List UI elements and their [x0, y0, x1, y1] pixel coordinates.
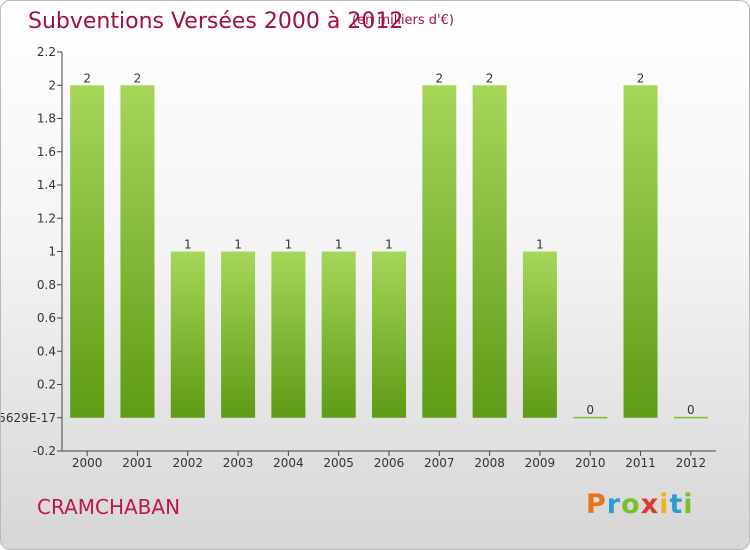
x-tick-label: 2011 — [625, 456, 656, 470]
bar — [221, 251, 256, 418]
bar-data-label: 1 — [335, 238, 343, 252]
y-tick-label: 0.6 — [37, 311, 56, 325]
y-tick-label: 1.8 — [37, 112, 56, 126]
bar-data-label: 1 — [385, 238, 393, 252]
bar-data-label: 1 — [285, 238, 293, 252]
y-tick-label: 1.4 — [37, 178, 56, 192]
bar — [472, 85, 507, 418]
bar — [673, 416, 708, 419]
logo-letter: r — [606, 489, 622, 520]
logo-letter: i — [683, 489, 694, 520]
bar — [170, 251, 205, 418]
logo-letter: o — [621, 489, 641, 520]
bar-data-label: 2 — [637, 71, 645, 85]
x-tick-label: 2001 — [122, 456, 153, 470]
y-tick-label: 2 — [48, 78, 56, 92]
logo-letter: i — [659, 489, 670, 520]
x-tick-label: 2005 — [323, 456, 354, 470]
bar — [522, 251, 557, 418]
bar-data-label: 2 — [435, 71, 443, 85]
bar — [271, 251, 306, 418]
bar — [422, 85, 457, 418]
y-tick-label: 1.2 — [37, 211, 56, 225]
x-tick-label: 2003 — [223, 456, 254, 470]
y-tick-label: 0.2 — [37, 378, 56, 392]
bar — [321, 251, 356, 418]
logo-letter: t — [669, 489, 684, 520]
x-tick-label: 2012 — [676, 456, 707, 470]
bar — [623, 85, 658, 418]
bar-data-label: 2 — [134, 71, 142, 85]
bar — [120, 85, 155, 418]
y-tick-label: 1.6 — [37, 145, 56, 159]
y-tick-label: -0.2 — [33, 444, 56, 458]
x-tick-label: 2006 — [374, 456, 405, 470]
y-tick-label: 0.4 — [37, 344, 56, 358]
bars: 2 2 1 1 1 1 1 2 2 1 0 2 0 — [70, 71, 708, 419]
bar — [70, 85, 105, 418]
bar-data-label: 2 — [486, 71, 494, 85]
chart-title: Subventions Versées 2000 à 2012 — [28, 9, 404, 34]
bar-data-label: 0 — [586, 403, 594, 417]
bar-data-label: 1 — [234, 238, 242, 252]
logo-letter: x — [640, 489, 660, 520]
y-tick-label: -15629E-17 — [1, 411, 56, 425]
bar — [372, 251, 406, 418]
x-tick-label: 2004 — [273, 456, 304, 470]
y-tick-label: 0.8 — [37, 278, 56, 292]
y-tick-label: 1 — [48, 245, 56, 259]
bar-data-label: 1 — [184, 238, 192, 252]
y-tick-label: 2.2 — [37, 45, 56, 59]
bar — [573, 416, 608, 419]
x-tick-label: 2009 — [525, 456, 556, 470]
bar-data-label: 2 — [83, 71, 91, 85]
proxiti-logo[interactable]: Proxiti — [586, 489, 694, 520]
logo-letter: P — [586, 489, 607, 520]
x-tick-label: 2000 — [72, 456, 103, 470]
x-tick-label: 2010 — [575, 456, 606, 470]
axes: -0.2 -15629E-17 0.2 0.4 0.6 0.8 1 1.2 1.4 1.6 1.8 2… — [1, 45, 716, 470]
commune-name: CRAMCHABAN — [37, 495, 181, 519]
bar-data-label: 0 — [687, 403, 695, 417]
x-tick-label: 2008 — [474, 456, 505, 470]
unit-note: (en milliers d'€) — [352, 13, 454, 28]
bar-data-label: 1 — [536, 238, 544, 252]
x-tick-label: 2007 — [424, 456, 455, 470]
x-tick-label: 2002 — [172, 456, 203, 470]
